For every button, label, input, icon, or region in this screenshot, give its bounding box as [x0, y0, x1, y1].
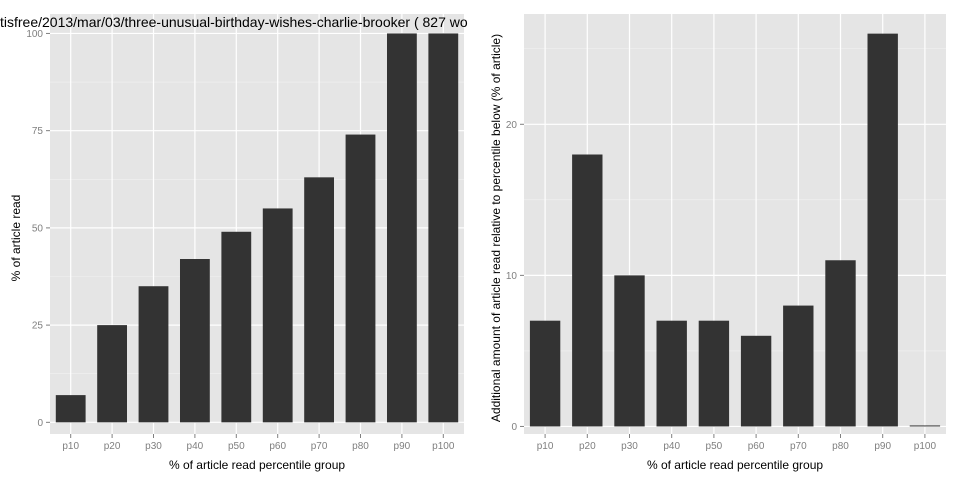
x-tick-label: p60: [748, 441, 765, 452]
bar-p30: [614, 275, 645, 427]
y-tick-label: 20: [506, 120, 518, 131]
y-axis-ticks: 0 10 20: [506, 120, 524, 433]
bar-p50: [221, 231, 252, 423]
bar-p60: [262, 208, 293, 423]
x-tick-label: p40: [663, 441, 680, 452]
bar-p80: [825, 260, 856, 427]
bar-p40: [179, 259, 210, 423]
y-tick-label: 10: [506, 271, 518, 282]
x-tick-label: p70: [311, 441, 328, 452]
bar-p50: [698, 320, 730, 427]
x-tick-label: p30: [145, 441, 162, 452]
x-tick-label: p20: [104, 441, 121, 452]
x-tick-label: p100: [914, 441, 937, 452]
y-tick-label: 25: [32, 321, 44, 332]
chart-additional-read: 0 10 20 p10 p20 p30 p40 p50 p60 p70 p80 p90 p100 % …: [489, 14, 946, 472]
y-tick-label: 75: [32, 126, 44, 137]
chart-title: tisfree/2013/mar/03/three-unusual-birthd…: [0, 14, 468, 30]
y-tick-label: 50: [32, 223, 44, 234]
x-tick-label: p20: [579, 441, 596, 452]
bar-p90: [867, 33, 898, 427]
y-axis-title: Additional amount of article read relati…: [489, 34, 503, 422]
x-tick-label: p50: [228, 441, 245, 452]
x-tick-label: p10: [62, 441, 79, 452]
bar-p20: [97, 325, 128, 423]
x-tick-label: p60: [269, 441, 286, 452]
x-tick-label: p80: [352, 441, 369, 452]
x-tick-label: p80: [832, 441, 849, 452]
bar-p90: [386, 33, 417, 423]
bar-p70: [783, 305, 814, 427]
bars: [529, 33, 941, 427]
x-axis-ticks: p10 p20 p30 p40 p50 p60 p70 p80 p90 p100: [62, 434, 455, 452]
bar-p20: [572, 154, 603, 427]
bar-p100: [428, 33, 459, 423]
x-tick-label: p90: [394, 441, 411, 452]
x-tick-label: p70: [790, 441, 807, 452]
x-axis-ticks: p10 p20 p30 p40 p50 p60 p70 p80 p90 p100: [537, 434, 937, 452]
x-axis-title: % of article read percentile group: [647, 458, 823, 472]
bar-p100: [909, 425, 941, 427]
x-tick-label: p30: [621, 441, 638, 452]
bar-p10: [529, 320, 561, 427]
y-tick-label: 100: [26, 29, 43, 40]
x-tick-label: p50: [706, 441, 723, 452]
bar-p60: [740, 335, 772, 427]
x-axis-title: % of article read percentile group: [169, 458, 345, 472]
bar-p70: [304, 177, 335, 423]
y-tick-label: 0: [37, 418, 43, 429]
bar-p10: [55, 395, 86, 423]
x-tick-label: p10: [537, 441, 554, 452]
y-axis-title: % of article read: [9, 195, 23, 282]
y-tick-label: 0: [511, 422, 517, 433]
bars: [55, 33, 459, 423]
x-tick-label: p90: [874, 441, 891, 452]
bar-p30: [138, 286, 169, 423]
x-tick-label: p100: [432, 441, 455, 452]
x-tick-label: p40: [187, 441, 204, 452]
bar-p40: [656, 320, 687, 427]
bar-p80: [345, 134, 376, 423]
y-axis-ticks: 0 25 50 75 100: [26, 29, 50, 429]
